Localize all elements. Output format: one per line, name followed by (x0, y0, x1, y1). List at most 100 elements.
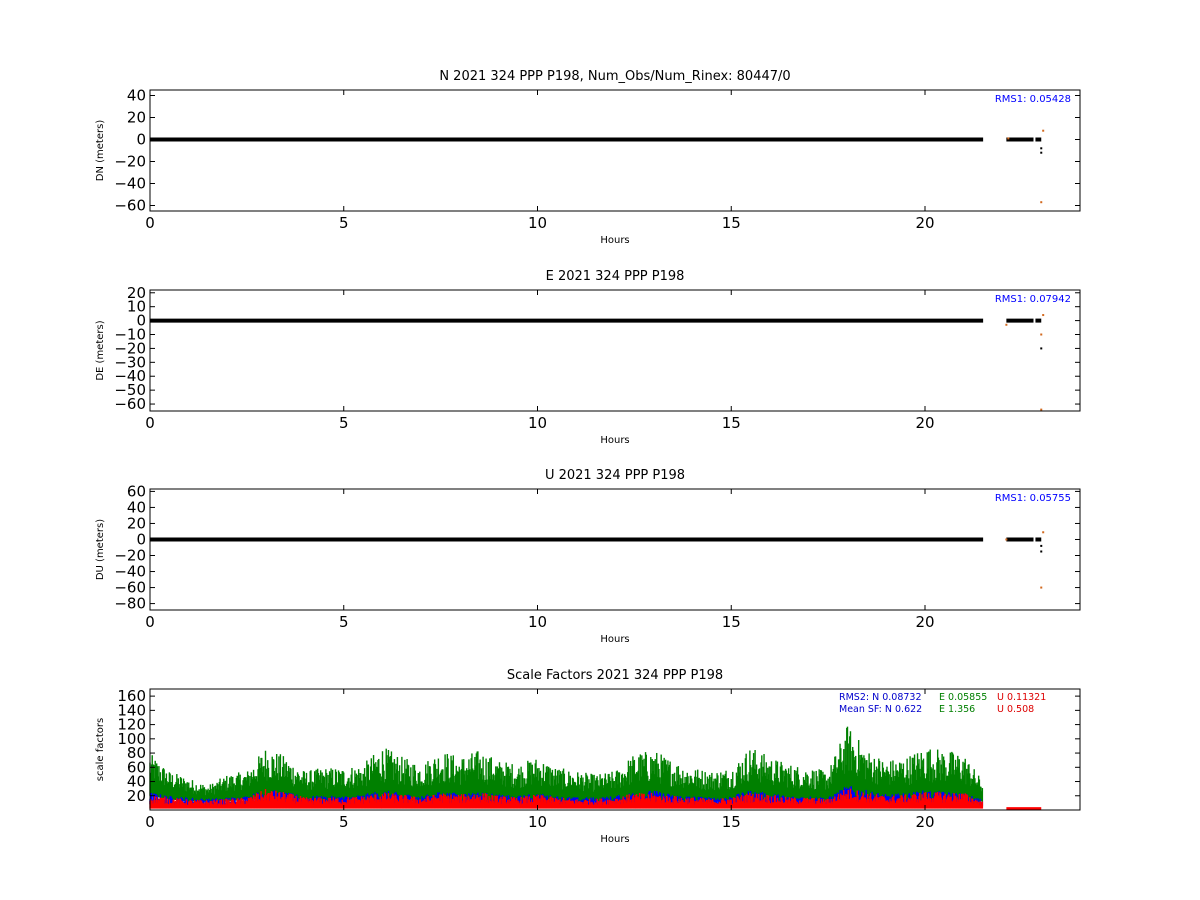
data-point-outlier-3 (1042, 129, 1045, 132)
y-tick-label: 20 (127, 284, 146, 302)
panel-title: N 2021 324 PPP P198, Num_Obs/Num_Rinex: … (439, 69, 790, 84)
y-tick-label: 40 (127, 87, 146, 105)
x-axis: 0 5 10 15 20 Hours (145, 689, 935, 845)
data-series-3 (149, 788, 984, 809)
y-tick-label: −40 (114, 367, 146, 385)
y-tick-label: −50 (114, 381, 146, 399)
plot-frame (149, 89, 1081, 212)
panel-title: Scale Factors 2021 324 PPP P198 (507, 668, 723, 683)
x-tick-label: 20 (915, 813, 934, 831)
data-point-outlier-3 (1042, 314, 1045, 317)
rms-annotation: RMS1: 0.05428 (995, 94, 1071, 105)
data-point-outlier-5 (1040, 408, 1043, 411)
y-tick-label: −30 (114, 353, 146, 371)
x-tick-label: 5 (339, 813, 349, 831)
x-axis-label: Hours (600, 435, 629, 446)
x-tick-label: 20 (915, 414, 934, 432)
x-tick-label: 10 (528, 613, 547, 631)
y-tick-label: 20 (127, 514, 146, 532)
x-tick-label: 5 (339, 414, 349, 432)
data-point-outlier-2 (1040, 333, 1043, 336)
data-marks (150, 314, 1045, 411)
y-axis-label: scale factors (95, 718, 106, 781)
annotation-rms2-n: RMS2: N 0.08732 (839, 692, 922, 703)
y-tick-label: −20 (114, 339, 146, 357)
data-marks (150, 531, 1045, 589)
y-tick-label: 20 (127, 787, 146, 805)
y-axis-label: DU (meters) (95, 519, 106, 580)
data-point-outlier-1 (1040, 347, 1043, 350)
annotation-rms2-u: U 0.11321 (997, 692, 1046, 703)
x-tick-label: 10 (528, 414, 547, 432)
y-tick-label: −60 (114, 197, 146, 215)
x-tick-label: 20 (915, 613, 934, 631)
y-tick-label: −20 (114, 153, 146, 171)
annotation-rms2-e: E 0.05855 (939, 692, 987, 703)
panel-4: Scale Factors 2021 324 PPP P198 0 5 10 15 20 H… (95, 668, 1081, 845)
x-tick-label: 0 (145, 613, 155, 631)
y-tick-label: 10 (127, 298, 146, 316)
y-tick-label: 80 (127, 744, 146, 762)
y-tick-label: 0 (136, 530, 146, 548)
x-tick-label: 0 (145, 414, 155, 432)
data-point-outlier-2 (1040, 544, 1043, 547)
y-tick-label: 0 (136, 131, 146, 149)
x-tick-label: 10 (528, 813, 547, 831)
x-tick-label: 15 (722, 613, 741, 631)
rms-annotation: RMS1: 0.05755 (995, 493, 1071, 504)
y-tick-label: 60 (127, 758, 146, 776)
x-tick-label: 10 (528, 214, 547, 232)
data-series-tail (1006, 807, 1042, 810)
x-axis-label: Hours (600, 235, 629, 246)
panel-title: U 2021 324 PPP P198 (545, 468, 685, 483)
y-tick-label: 40 (127, 498, 146, 516)
data-point-outlier-4 (1040, 201, 1043, 204)
y-tick-label: −80 (114, 595, 146, 613)
y-tick-label: 60 (127, 482, 146, 500)
y-tick-label: −20 (114, 547, 146, 565)
data-point-outlier-2 (1040, 147, 1043, 150)
y-tick-label: −60 (114, 395, 146, 413)
y-axis-label: DN (meters) (95, 120, 106, 182)
data-point-outlier-1 (1040, 151, 1043, 154)
y-tick-label: 120 (117, 716, 146, 734)
data-point-outlier-1 (1040, 550, 1043, 553)
x-tick-label: 15 (722, 414, 741, 432)
x-tick-label: 0 (145, 214, 155, 232)
y-axis: 40 20 0 −20 −40 −60 DN (meters) (95, 87, 1080, 215)
data-point-outlier-4 (1005, 323, 1008, 326)
data-marks (150, 129, 1045, 204)
rms-annotation: RMS1: 0.07942 (995, 294, 1071, 305)
x-axis-label: Hours (600, 834, 629, 845)
x-axis: 0 5 10 15 20 Hours (145, 290, 935, 446)
y-tick-label: −10 (114, 326, 146, 344)
y-tick-label: 20 (127, 109, 146, 127)
y-axis-label: DE (meters) (95, 320, 106, 380)
data-point-outlier-5 (1007, 137, 1010, 140)
annotation-meansf-u: U 0.508 (997, 704, 1034, 715)
x-tick-label: 15 (722, 813, 741, 831)
plot-frame (149, 289, 1081, 412)
y-tick-label: 140 (117, 701, 146, 719)
y-tick-label: −40 (114, 175, 146, 193)
data-point-outlier-3 (1042, 531, 1045, 534)
y-tick-label: −40 (114, 563, 146, 581)
y-tick-label: −60 (114, 579, 146, 597)
x-axis: 0 5 10 15 20 Hours (145, 489, 935, 645)
y-tick-label: 0 (136, 312, 146, 330)
annotation-meansf-n: Mean SF: N 0.622 (839, 704, 922, 715)
x-tick-label: 15 (722, 214, 741, 232)
data-point-outlier-5 (1005, 538, 1008, 541)
data-marks (149, 726, 1042, 810)
y-tick-label: 40 (127, 773, 146, 791)
panel-title: E 2021 324 PPP P198 (546, 269, 685, 284)
panel-1: N 2021 324 PPP P198, Num_Obs/Num_Rinex: … (95, 69, 1081, 246)
data-point-outlier-4 (1040, 586, 1043, 589)
x-tick-label: 5 (339, 613, 349, 631)
